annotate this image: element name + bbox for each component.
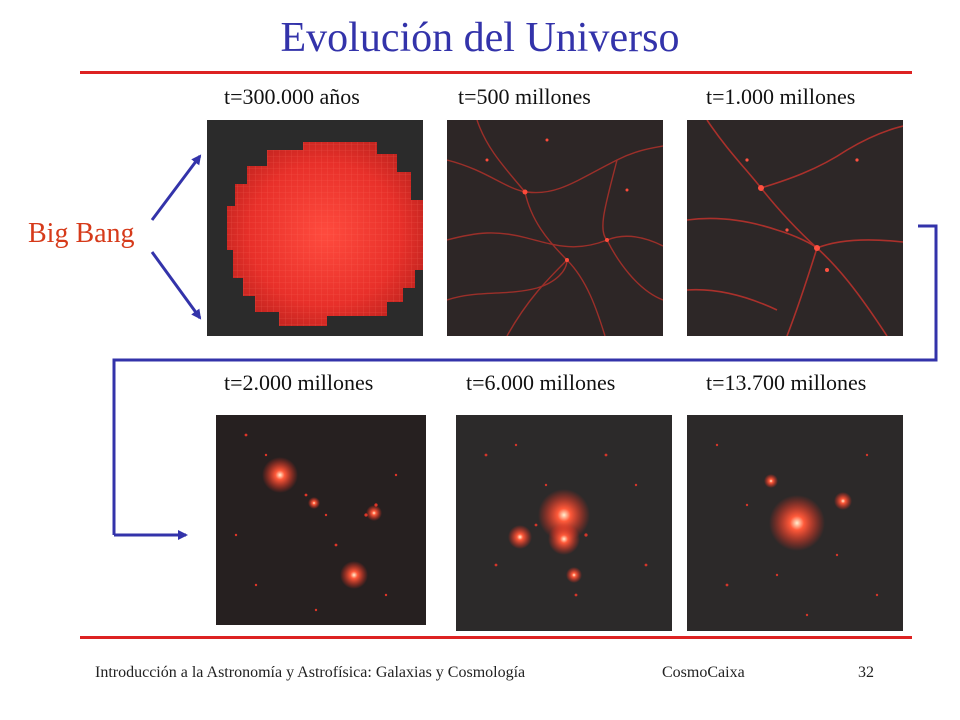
- big-bang-down-arrow: [150, 251, 202, 320]
- caption-t-2000-million: t=2.000 millones: [224, 370, 374, 395]
- footer-course-title: Introducción a la Astronomía y Astrofísi…: [95, 664, 526, 681]
- top-divider: [80, 71, 912, 74]
- simulation-panel-t13700m: [687, 415, 903, 631]
- caption-t-1000-million: t=1.000 millones: [706, 84, 856, 109]
- simulation-panel-t6000m: [456, 415, 672, 631]
- simulation-panel-t300000: [207, 120, 423, 336]
- bottom-divider: [80, 636, 912, 639]
- caption-t-6000-million: t=6.000 millones: [466, 370, 616, 395]
- footer-venue: CosmoCaixa: [662, 664, 745, 681]
- slide-title: Evolución del Universo: [280, 15, 680, 61]
- footer-page-number: 32: [858, 664, 874, 681]
- caption-t-13700-million: t=13.700 millones: [706, 370, 867, 395]
- simulation-panel-t500m: [447, 120, 663, 336]
- big-bang-up-arrow: [150, 154, 202, 221]
- simulation-panel-t2000m: [216, 415, 426, 625]
- simulation-panel-t1000m: [687, 120, 903, 336]
- caption-t-300000-years: t=300.000 años: [224, 84, 360, 109]
- caption-t-500-million: t=500 millones: [458, 84, 591, 109]
- big-bang-label: Big Bang: [28, 218, 135, 249]
- row-connector-right: [112, 224, 938, 535]
